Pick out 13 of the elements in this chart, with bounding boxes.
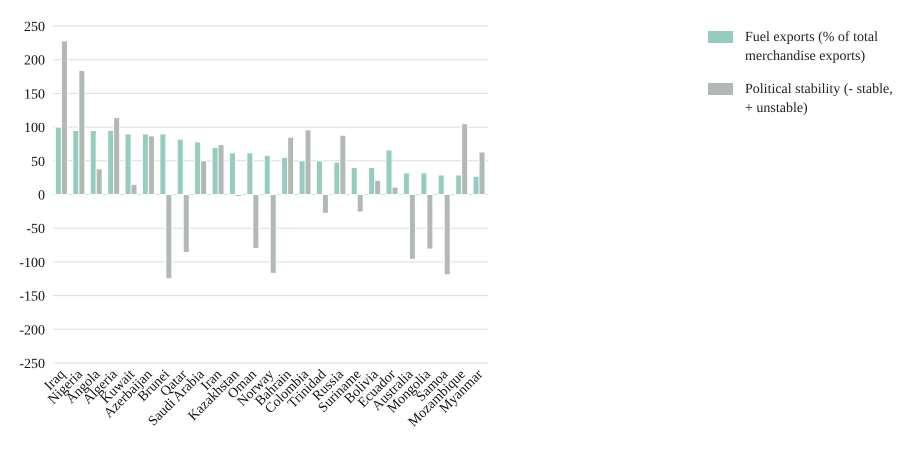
y-tick-label: -100 [19,256,45,271]
y-tick-label: 50 [31,154,45,170]
y-tick-label: 250 [24,20,45,35]
legend-label: Fuel exports (% of total merchandise exports) [745,29,879,66]
y-tick-label: 150 [24,87,45,102]
y-tick-label: -200 [19,323,45,338]
y-tick-label: 0 [38,188,45,204]
y-tick-label: 200 [24,54,45,69]
y-tick-label: -250 [19,356,45,372]
y-tick-label: -150 [19,290,45,305]
y-tick-label: -50 [26,222,45,238]
y-tick-label: 100 [24,121,45,136]
legend-label: Political stability (- stable, + unstable) [745,81,894,118]
